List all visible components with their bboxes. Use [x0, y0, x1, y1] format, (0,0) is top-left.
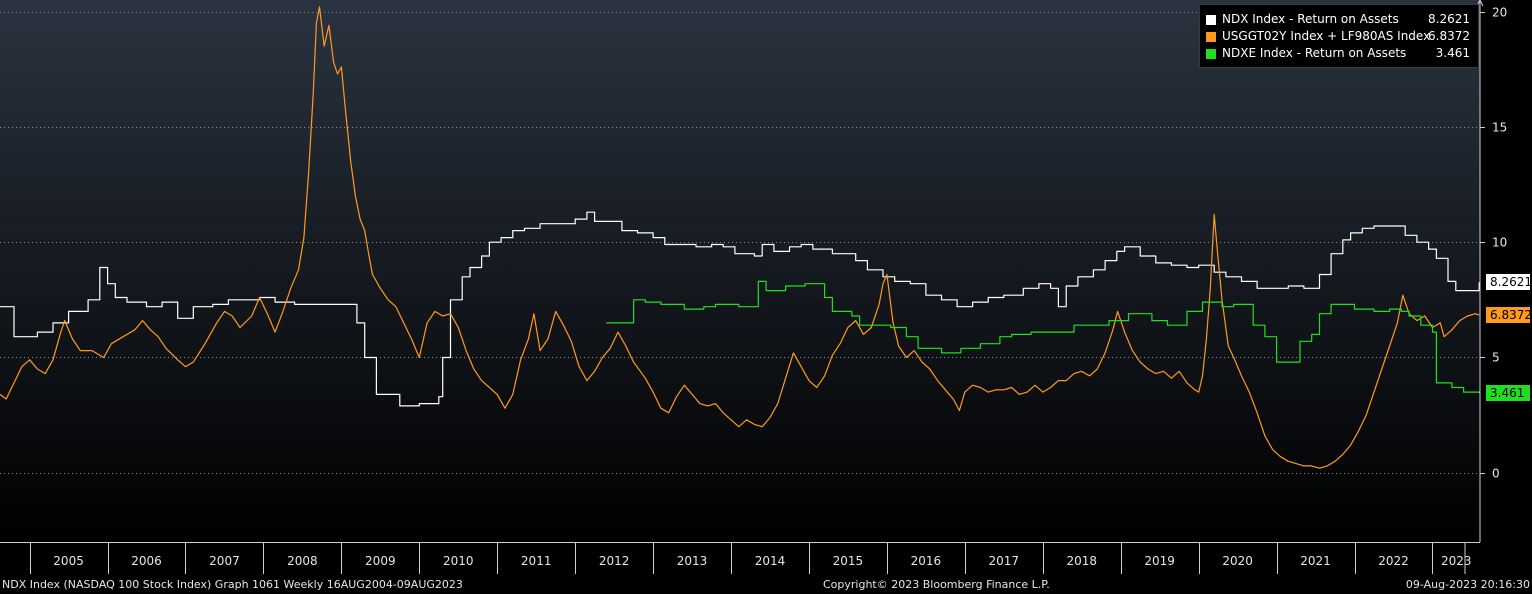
x-tick-label: 2013: [677, 554, 708, 568]
x-axis: 2005 2006 2007 2008 2009 2010 2011 2012 2013 2014…: [0, 542, 1532, 576]
line-chart: 0 5 10 15 20 2005 2006 2007 2008 2009 2010 2011 201…: [0, 0, 1532, 576]
x-tick-label: 2007: [209, 554, 240, 568]
footer-copyright: Copyright© 2023 Bloomberg Finance L.P.: [823, 578, 1050, 591]
x-tick-label: 2011: [521, 554, 552, 568]
legend-swatch-icon: [1206, 49, 1216, 59]
series-line-ndx-index-return-on-assets: [0, 211, 1480, 407]
x-tick-label: 2018: [1066, 554, 1097, 568]
legend-name: USGGT02Y Index + LF980AS Index: [1222, 29, 1431, 43]
legend-swatch-icon: [1206, 32, 1216, 42]
y-tick-label: 5: [1492, 351, 1500, 365]
x-tick-label: 2019: [1144, 554, 1175, 568]
x-tick-label: 2010: [443, 554, 474, 568]
y-tick-label: 15: [1492, 121, 1507, 135]
x-tick-label: 2022: [1378, 554, 1409, 568]
legend: NDX Index - Return on Assets 8.2621 USGG…: [1199, 4, 1479, 68]
legend-item-ndx[interactable]: NDX Index - Return on Assets 8.2621: [1206, 12, 1474, 28]
x-tick-label: 2016: [911, 554, 942, 568]
series-line-usggt02y-index-lf980as-index: [0, 6, 1480, 469]
footer-timestamp: 09-Aug-2023 20:16:30: [1405, 578, 1530, 591]
x-tick-label: 2012: [599, 554, 630, 568]
x-tick-label: 2008: [287, 554, 318, 568]
x-tick-label: 2005: [53, 554, 84, 568]
footer: NDX Index (NASDAQ 100 Stock Index) Graph…: [0, 576, 1532, 594]
legend-value: 6.8372: [1428, 29, 1470, 43]
x-tick-label: 2023: [1441, 554, 1472, 568]
legend-item-ndxe[interactable]: NDXE Index - Return on Assets 3.461: [1206, 46, 1474, 62]
x-axis-band: [0, 542, 1532, 576]
plot-background: [0, 0, 1480, 542]
legend-name: NDX Index - Return on Assets: [1222, 12, 1399, 26]
last-value-tag-usggt02y-index-lf980as-index: 6.8372: [1486, 307, 1532, 324]
y-tick-label: 20: [1492, 6, 1507, 20]
series-layer: [0, 6, 1480, 469]
x-tick-label: 2020: [1222, 554, 1253, 568]
footer-description: NDX Index (NASDAQ 100 Stock Index) Graph…: [2, 578, 463, 591]
legend-swatch-icon: [1206, 15, 1216, 25]
grid: [0, 12, 1480, 474]
x-tick-label: 2021: [1300, 554, 1331, 568]
y-tick-label: 10: [1492, 236, 1507, 250]
x-tick-label: 2014: [755, 554, 786, 568]
x-tick-label: 2017: [989, 554, 1020, 568]
legend-item-usggt02y[interactable]: USGGT02Y Index + LF980AS Index 6.8372: [1206, 29, 1474, 45]
legend-name: NDXE Index - Return on Assets: [1222, 46, 1407, 60]
x-tick-label: 2015: [833, 554, 864, 568]
y-tick-label: 0: [1492, 467, 1500, 481]
y-axis: 0 5 10 15 20: [1476, 0, 1507, 542]
x-tick-label: 2009: [365, 554, 396, 568]
last-value-tag-ndxe-index-return-on-assets: 3.461: [1486, 384, 1530, 401]
legend-value: 3.461: [1435, 46, 1470, 60]
series-line-ndxe-index-return-on-assets: [606, 280, 1480, 393]
last-value-tag-ndx-index-return-on-assets: 8.2621: [1486, 274, 1532, 291]
x-tick-label: 2006: [131, 554, 162, 568]
legend-value: 8.2621: [1428, 12, 1470, 26]
